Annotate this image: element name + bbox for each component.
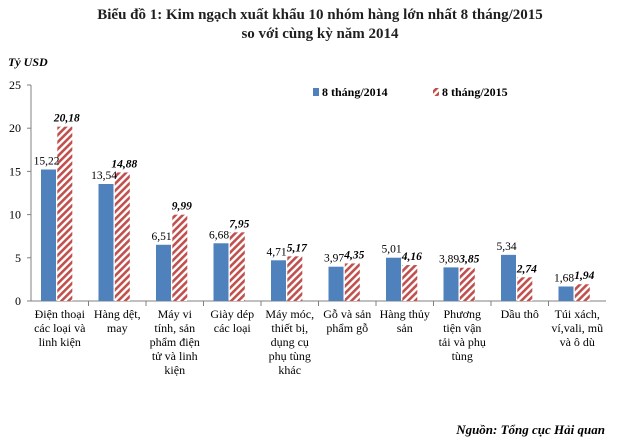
bar-2014 [156,244,171,301]
category-label-line: và ô dù [560,335,595,349]
category-label-line: Hàng dệt, [94,307,141,321]
category-label: Giày dép các loại [210,307,254,335]
bar-2014 [386,257,401,301]
category-label: Phương tiện vận tải và phụ tùng [439,307,486,363]
data-label-2015: 3,85 [458,254,479,266]
data-label-2015: 1,94 [574,270,594,282]
data-label-2015: 9,99 [172,201,192,213]
data-label-2015: 4,35 [343,249,364,261]
y-tick-label: 25 [9,78,21,92]
chart-title-line-1: Biểu đồ 1: Kim ngạch xuất khẩu 10 nhóm h… [97,7,543,23]
bar-2015 [114,172,130,301]
y-tick-label: 15 [9,164,21,178]
legend-label-2015: 8 tháng/2015 [442,85,508,99]
data-label-2015: 2,74 [516,263,537,275]
category-label-line: Máy vi [158,307,193,321]
data-label-2014: 5,01 [381,244,401,256]
category-label-line: tiện vận [443,321,481,335]
bar-2014 [271,260,286,301]
chart-title-line-2: so với cùng kỳ năm 2014 [241,26,399,42]
y-axis-title: Tỷ USD [8,55,48,69]
y-tick-label: 0 [15,294,21,308]
legend-swatch-2014 [313,88,319,96]
category-label: Gỗ và sản phẩm gỗ [323,307,371,335]
category-label-line: thiết bị, [271,321,308,335]
bar-2014 [41,169,56,301]
data-label-2014: 15,22 [34,155,60,167]
category-label: Túi xách, ví,vali, mũ và ô dù [551,307,603,349]
bar-2014 [98,184,114,301]
bar-2014 [213,243,229,301]
category-label: Máy móc, thiết bị, dụng cụ phụ tùng khác [265,307,314,377]
data-label-2015: 4,16 [401,251,422,263]
category-label-line: Hàng thủy [380,307,430,321]
bar-2015 [459,267,475,301]
category-label-line: kiện [164,363,185,377]
category-label-line: tùng [452,349,473,363]
legend: 8 tháng/2014 8 tháng/2015 [313,85,508,99]
category-labels: Điện thoại các loại và linh kiện Hàng dệt, m… [34,307,603,377]
category-label: Máy vi tính, sản phẩm điện tử và linh kiện [150,307,200,377]
bar-2015 [57,126,73,301]
data-label-2015: 14,88 [111,158,137,170]
source-note: Nguồn: Tổng cục Hải quan [455,422,605,437]
category-label-line: ví,vali, mũ [551,321,603,335]
data-label-2014: 4,71 [266,246,286,258]
legend-swatch-2015 [433,88,439,96]
y-tick-label: 5 [15,251,21,265]
bar-2014 [501,254,516,301]
data-label-2015: 20,18 [53,113,80,125]
data-label-2014: 1,68 [554,272,574,284]
data-label-2014: 5,34 [496,241,516,253]
category-label-line: dụng cụ [271,335,309,349]
y-tick-label: 20 [9,121,21,135]
category-label-line: Điện thoại [35,307,86,321]
data-label-2014: 6,68 [209,229,229,241]
category-label-line: sản [397,321,413,335]
data-label-2014: 3,97 [324,253,344,265]
bar-2015 [172,214,188,301]
bar-2015 [287,256,303,301]
category-label: Hàng dệt, may [94,307,141,335]
bar-2015 [574,284,590,301]
category-label-line: các loại [214,321,252,335]
category-label-line: Gỗ và sản [323,307,371,321]
category-label-line: tử và linh [152,349,198,363]
bar-2014 [443,267,459,301]
y-tick-label: 10 [9,208,21,222]
bar-2015 [229,232,245,301]
category-label: Điện thoại các loại và linh kiện [34,307,86,349]
y-axis-ticks: 0 5 10 15 20 25 [9,78,21,308]
category-label-line: Túi xách, [555,307,600,321]
category-label-line: phụ tùng [269,349,311,363]
category-label-line: khác [278,363,301,377]
category-label-line: Giày dép [210,307,254,321]
category-label-line: các loại và [34,321,86,335]
data-label-2015: 5,17 [287,242,308,254]
bar-2014 [558,286,574,301]
data-label-2014: 13,54 [91,170,117,182]
category-label-line: tính, sản [154,321,195,335]
data-label-2015: 7,95 [229,218,249,230]
category-label-line: tải và phụ [439,335,486,349]
category-label-line: phẩm điện [150,335,200,349]
bars [41,126,590,301]
bar-2015 [402,265,418,301]
category-label-line: phẩm gỗ [326,321,368,335]
category-label-line: Dầu thô [501,307,539,321]
category-label: Dầu thô [501,307,539,321]
bar-2014 [328,266,344,301]
data-label-2014: 3,89 [439,253,459,265]
data-label-2014: 6,51 [151,231,171,243]
category-label-line: linh kiện [39,335,81,349]
category-label-line: may [107,321,128,335]
bar-2015 [344,263,360,301]
category-label-line: Máy móc, [265,307,314,321]
category-label: Hàng thủy sản [380,307,430,335]
bar-2015 [517,277,533,301]
category-label-line: Phương [443,307,481,321]
legend-label-2014: 8 tháng/2014 [322,85,388,99]
